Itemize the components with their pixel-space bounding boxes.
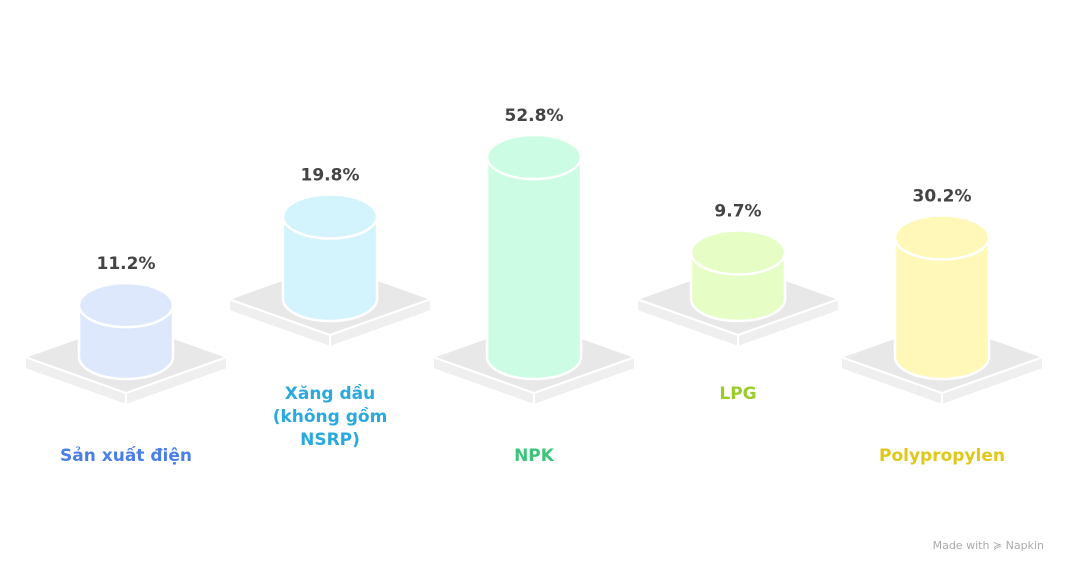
data-label: 19.8% (301, 166, 360, 186)
bar-top (689, 229, 787, 276)
category-label: NPK (514, 446, 555, 466)
bar (281, 215, 379, 323)
data-label: 11.2% (97, 254, 156, 274)
category-label: NSRP) (300, 430, 360, 450)
bar (485, 155, 583, 381)
bar-group: 52.8% NPK (430, 106, 638, 466)
data-label: 52.8% (505, 106, 564, 126)
napkin-logo-icon: ≽ (992, 539, 1003, 552)
category-label: (không gồm (273, 406, 388, 427)
data-label: 30.2% (913, 186, 972, 206)
bar-group: 11.2% Sản xuất điện (22, 254, 230, 466)
category-label: Sản xuất điện (60, 445, 192, 466)
category-label: LPG (719, 384, 756, 404)
footer-brand: Napkin (1005, 539, 1044, 552)
footer-text: Made with (932, 539, 990, 552)
bar-top (893, 214, 991, 261)
category-label: Xăng dầu (285, 383, 376, 404)
bar-top (485, 133, 583, 181)
bar-group: 9.7% LPG (634, 201, 842, 404)
footer-watermark: Made with ≽ Napkin (933, 539, 1044, 552)
bar-top (281, 193, 379, 240)
category-label: Polypropylen (879, 446, 1005, 466)
bar-group: 30.2% Polypropylen (838, 186, 1046, 466)
bar (893, 236, 991, 381)
bar-group: 19.8% Xăng dầu(không gồm NSRP) (226, 166, 434, 450)
bar-top (77, 281, 175, 329)
data-label: 9.7% (714, 201, 761, 221)
